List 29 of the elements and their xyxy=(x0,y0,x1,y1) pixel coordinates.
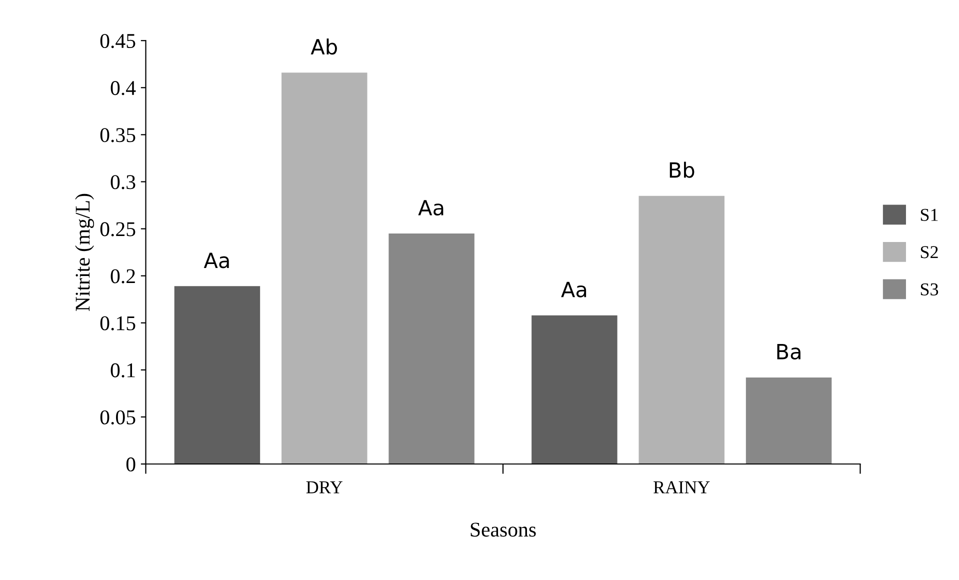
y-tick-label: 0.05 xyxy=(100,410,136,424)
data-label: Ab xyxy=(310,38,337,55)
bar xyxy=(174,286,260,464)
x-tick-label: RAINY xyxy=(654,481,710,494)
data-label: Bb xyxy=(670,162,694,178)
data-label: Aa xyxy=(561,282,586,298)
y-tick-label: 0.45 xyxy=(100,34,136,48)
y-tick-label: 0.3 xyxy=(110,175,136,190)
y-tick-label: 0.4 xyxy=(110,81,136,96)
data-label: Ba xyxy=(777,344,800,360)
bar xyxy=(746,377,832,464)
bar xyxy=(532,315,618,464)
y-tick-label: 0 xyxy=(126,457,136,472)
y-tick-label: 0.2 xyxy=(110,269,135,284)
y-tick-label: 0.1 xyxy=(110,363,135,378)
x-tick-label: DRY xyxy=(306,481,342,494)
y-tick-label: 0.35 xyxy=(100,128,136,142)
legend-label: S1 xyxy=(920,208,938,221)
legend-label: S3 xyxy=(920,283,938,296)
y-tick-label: 0.25 xyxy=(100,222,136,236)
data-label: Aa xyxy=(418,200,444,216)
legend-label: S2 xyxy=(920,246,938,258)
data-label: Aa xyxy=(204,252,229,268)
bar xyxy=(388,233,474,464)
y-tick-label: 0.15 xyxy=(100,316,136,330)
x-axis-title: Seasons xyxy=(470,522,536,537)
y-axis-title: Nitrite (mg/L) xyxy=(75,194,94,311)
bar xyxy=(282,72,368,464)
bar xyxy=(638,196,724,464)
